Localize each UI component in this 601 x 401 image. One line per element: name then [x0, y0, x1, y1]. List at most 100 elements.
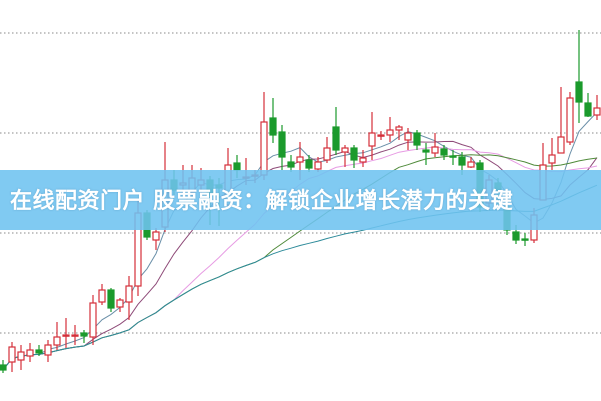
candle-up: [125, 276, 133, 320]
candle-up: [26, 343, 34, 362]
candle-body: [332, 126, 340, 151]
candle-body: [71, 334, 79, 337]
candle-body: [35, 349, 43, 354]
candle-down: [332, 107, 340, 155]
candle-down: [278, 125, 286, 170]
candle-body: [233, 162, 241, 171]
candle-up: [467, 157, 475, 168]
candle-body: [341, 147, 349, 153]
candle-body: [62, 334, 70, 337]
candle-down: [107, 288, 115, 312]
candle-body: [26, 349, 34, 357]
candle-up: [116, 298, 124, 312]
grid-lines: [0, 32, 601, 334]
candle-body: [566, 97, 574, 143]
candle-up: [152, 228, 160, 250]
candle-body: [17, 351, 25, 361]
candle-up: [548, 138, 556, 170]
candle-up: [44, 340, 52, 362]
candle-down: [575, 30, 583, 123]
candle-up: [566, 92, 574, 145]
candle-body: [44, 344, 52, 356]
candle-up: [89, 295, 97, 345]
candle-body: [0, 364, 7, 371]
candle-body: [404, 132, 412, 141]
candle-up: [17, 345, 25, 370]
candle-body: [584, 102, 592, 117]
candle-body: [296, 156, 304, 163]
candle-body: [116, 299, 124, 308]
candle-body: [395, 126, 403, 131]
candle-body: [107, 289, 115, 309]
candle-body: [323, 147, 331, 161]
candle-up: [314, 157, 322, 172]
candle-up: [260, 92, 268, 180]
candle-down: [449, 150, 457, 165]
candle-up: [404, 128, 412, 150]
candle-down: [350, 145, 358, 168]
candle-body: [422, 149, 430, 153]
candle-body: [152, 231, 160, 241]
candle-body: [458, 156, 466, 166]
candle-body: [431, 146, 439, 154]
candle-up: [386, 117, 394, 142]
candle-up: [431, 133, 439, 157]
title-banner: [0, 170, 601, 230]
candle-down: [287, 155, 295, 172]
candle-body: [449, 155, 457, 158]
candle-body: [512, 231, 520, 241]
candle-body: [575, 81, 583, 103]
candle-body: [368, 132, 376, 147]
candle-down: [269, 98, 277, 143]
candle-body: [269, 117, 277, 136]
candle-body: [359, 157, 367, 163]
candle-up: [557, 87, 565, 154]
candle-up: [593, 95, 601, 120]
candle-body: [440, 148, 448, 156]
candle-down: [80, 330, 88, 343]
candle-body: [413, 132, 421, 146]
candle-up: [377, 131, 385, 140]
candle-up: [98, 284, 106, 305]
candles: [0, 30, 601, 373]
candle-body: [377, 134, 385, 137]
candle-body: [593, 107, 601, 116]
candle-up: [62, 318, 70, 348]
candle-body: [89, 302, 97, 338]
candle-body: [548, 154, 556, 164]
candle-body: [98, 289, 106, 303]
candle-down: [440, 145, 448, 160]
candle-body: [260, 121, 268, 176]
candle-up: [71, 325, 79, 345]
candle-body: [8, 346, 16, 363]
candle-down: [35, 345, 43, 356]
candle-body: [125, 285, 133, 303]
candle-down: [413, 130, 421, 150]
candle-body: [53, 336, 61, 346]
candle-body: [314, 161, 322, 170]
candle-body: [386, 129, 394, 136]
candle-body: [557, 136, 565, 154]
candle-up: [8, 342, 16, 372]
candle-up: [53, 322, 61, 350]
candle-body: [287, 161, 295, 168]
candle-down: [584, 93, 592, 117]
candle-down: [0, 360, 7, 373]
candle-up: [341, 145, 349, 167]
candle-up: [368, 112, 376, 160]
candle-down: [305, 155, 313, 172]
candle-up: [395, 125, 403, 140]
candle-body: [521, 238, 529, 241]
candle-body: [467, 161, 475, 168]
candle-body: [80, 332, 88, 337]
candle-body: [350, 147, 358, 161]
candle-down: [521, 233, 529, 246]
candle-body: [305, 159, 313, 169]
candle-up: [323, 137, 331, 163]
candle-down: [422, 143, 430, 165]
candle-body: [278, 131, 286, 158]
headline-title: 在线配资门户 股票融资：解锁企业增长潜力的关键: [10, 189, 514, 214]
candle-up: [359, 150, 367, 167]
